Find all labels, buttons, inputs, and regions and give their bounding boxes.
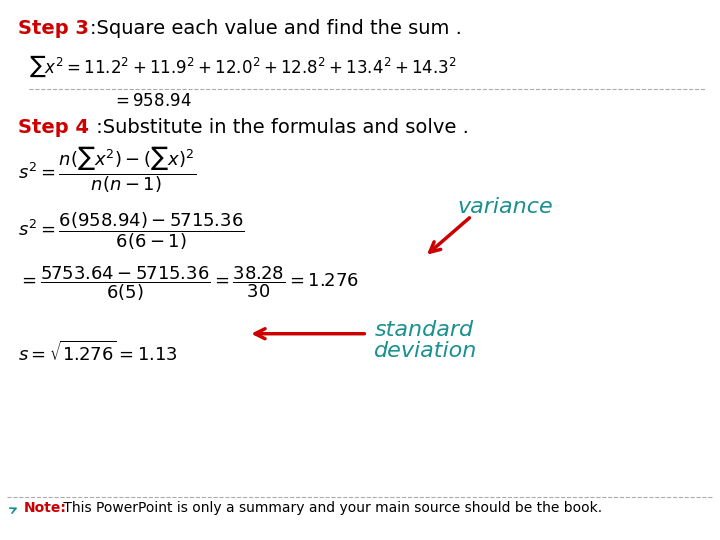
Text: Step 3: Step 3 — [18, 19, 89, 38]
Text: deviation: deviation — [374, 341, 478, 361]
Text: This PowerPoint is only a summary and your main source should be the book.: This PowerPoint is only a summary and yo… — [59, 501, 602, 515]
Text: $\sum x^2 = 11.2^2 + 11.9^2 + 12.0^2 + 12.8^2 + 13.4^2 + 14.3^2$: $\sum x^2 = 11.2^2 + 11.9^2 + 12.0^2 + 1… — [29, 54, 456, 79]
Text: Step 4: Step 4 — [18, 118, 89, 137]
Text: $= 958.94$: $= 958.94$ — [112, 92, 192, 110]
Text: variance: variance — [457, 197, 553, 217]
Text: $s = \sqrt{1.276} = 1.13$: $s = \sqrt{1.276} = 1.13$ — [18, 341, 178, 366]
Text: $s^2 = \dfrac{n(\sum x^2) - (\sum x)^2}{n(n-1)}$: $s^2 = \dfrac{n(\sum x^2) - (\sum x)^2}{… — [18, 146, 196, 195]
Text: $= \dfrac{5753.64 - 5715.36}{6(5)} = \dfrac{38.28}{30} = 1.276$: $= \dfrac{5753.64 - 5715.36}{6(5)} = \df… — [18, 265, 359, 303]
Text: :Square each value and find the sum .: :Square each value and find the sum . — [90, 19, 462, 38]
Text: standard: standard — [374, 320, 474, 340]
Text: Note:: Note: — [24, 501, 67, 515]
Text: :Substitute in the formulas and solve .: :Substitute in the formulas and solve . — [90, 118, 469, 137]
Text: $s^2 = \dfrac{6(958.94) - 5715.36}{6(6-1)}$: $s^2 = \dfrac{6(958.94) - 5715.36}{6(6-1… — [18, 211, 245, 252]
